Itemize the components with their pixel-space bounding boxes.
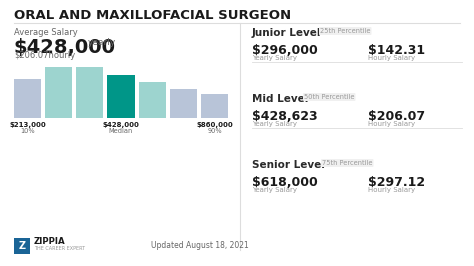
Text: Z: Z bbox=[18, 241, 26, 251]
Text: 75th Percentile: 75th Percentile bbox=[322, 160, 373, 166]
Text: Yearly Salary: Yearly Salary bbox=[252, 121, 297, 127]
Text: Hourly Salary: Hourly Salary bbox=[368, 121, 415, 127]
Bar bbox=[14, 238, 30, 254]
Text: Yearly Salary: Yearly Salary bbox=[252, 55, 297, 61]
Bar bbox=[108, 74, 135, 118]
Text: 25th Percentile: 25th Percentile bbox=[320, 28, 371, 34]
Bar bbox=[76, 67, 103, 118]
Text: Senior Level: Senior Level bbox=[252, 160, 325, 170]
Text: Hourly Salary: Hourly Salary bbox=[368, 187, 415, 193]
Text: $213,000: $213,000 bbox=[9, 122, 46, 128]
Text: $428,000: $428,000 bbox=[14, 38, 116, 57]
Text: 50th Percentile: 50th Percentile bbox=[304, 94, 355, 100]
Bar bbox=[138, 82, 166, 118]
Text: Hourly Salary: Hourly Salary bbox=[368, 55, 415, 61]
Text: Updated August 18, 2021: Updated August 18, 2021 bbox=[151, 242, 249, 251]
Text: yearly: yearly bbox=[88, 38, 116, 47]
Text: $206.07hourly: $206.07hourly bbox=[14, 51, 75, 60]
Text: $618,000: $618,000 bbox=[252, 176, 318, 189]
Text: Junior Level: Junior Level bbox=[252, 28, 321, 38]
Text: $296,000: $296,000 bbox=[252, 44, 318, 57]
Text: $428,623: $428,623 bbox=[252, 110, 318, 123]
Text: $860,000: $860,000 bbox=[196, 122, 233, 128]
Text: $428,000: $428,000 bbox=[102, 122, 139, 128]
Text: THE CAREER EXPERT: THE CAREER EXPERT bbox=[34, 247, 85, 251]
Text: 90%: 90% bbox=[207, 128, 222, 134]
Text: Median: Median bbox=[109, 128, 133, 134]
Bar bbox=[170, 89, 197, 118]
Bar bbox=[201, 94, 228, 118]
Text: ORAL AND MAXILLOFACIAL SURGEON: ORAL AND MAXILLOFACIAL SURGEON bbox=[14, 9, 291, 22]
Text: 10%: 10% bbox=[20, 128, 35, 134]
Text: $297.12: $297.12 bbox=[368, 176, 425, 189]
Text: ZIPPIA: ZIPPIA bbox=[34, 238, 65, 247]
Text: Average Salary: Average Salary bbox=[14, 28, 78, 37]
Bar bbox=[45, 67, 72, 118]
Text: $206.07: $206.07 bbox=[368, 110, 425, 123]
Text: $142.31: $142.31 bbox=[368, 44, 425, 57]
Text: Mid Level: Mid Level bbox=[252, 94, 309, 104]
Bar bbox=[14, 78, 41, 118]
Text: Yearly Salary: Yearly Salary bbox=[252, 187, 297, 193]
